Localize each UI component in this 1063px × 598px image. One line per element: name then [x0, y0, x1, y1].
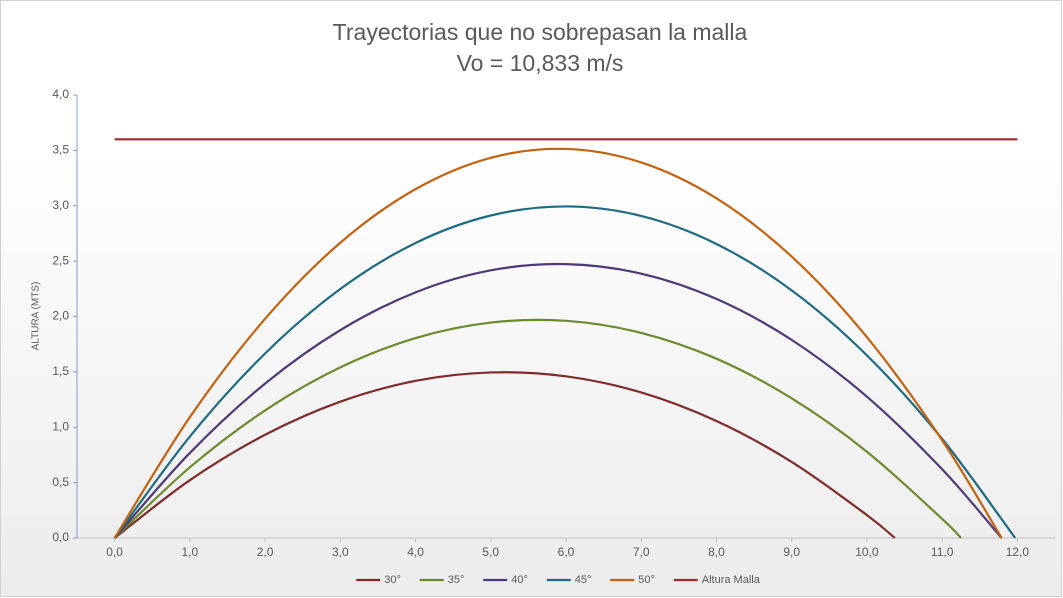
y-tick-label: 0,0 — [52, 530, 69, 544]
series-line — [113, 205, 1017, 539]
y-axis-label: ALTURA (MTS) — [31, 282, 42, 351]
y-tick-label: 2,0 — [52, 309, 69, 323]
x-tick-label: 3,0 — [332, 545, 349, 559]
y-tick-label: 3,0 — [52, 198, 69, 212]
chart-subtitle: Vo = 10,833 m/s — [457, 50, 624, 76]
chart-title: Trayectorias que no sobrepasan la malla — [333, 19, 748, 45]
x-tick-label: 2,0 — [257, 545, 274, 559]
x-tick-label: 9,0 — [783, 545, 800, 559]
x-tick-label: 1,0 — [182, 545, 199, 559]
x-tick-label: 4,0 — [407, 545, 424, 559]
y-tick-label: 3,5 — [52, 143, 69, 157]
series-line — [113, 147, 1003, 539]
y-tick-label: 1,0 — [52, 419, 69, 433]
legend-label: 40° — [511, 574, 528, 586]
legend-label: Altura Malla — [702, 574, 761, 586]
legend-label: 50° — [638, 574, 655, 586]
x-tick-label: 7,0 — [633, 545, 650, 559]
legend-label: 35° — [448, 574, 465, 586]
y-tick-label: 0,5 — [52, 475, 69, 489]
x-tick-label: 10,0 — [855, 545, 879, 559]
y-tick-label: 4,0 — [52, 87, 69, 101]
y-tick-label: 2,5 — [52, 253, 69, 267]
x-tick-label: 6,0 — [558, 545, 575, 559]
series-line — [113, 371, 896, 539]
x-tick-label: 12,0 — [1006, 545, 1030, 559]
y-tick-label: 1,5 — [52, 364, 69, 378]
x-tick-label: 8,0 — [708, 545, 725, 559]
x-tick-label: 11,0 — [931, 545, 954, 559]
x-tick-label: 0,0 — [106, 545, 123, 559]
series-line — [113, 318, 962, 539]
legend-label: 45° — [575, 574, 592, 586]
legend-label: 30° — [384, 574, 401, 586]
x-tick-label: 5,0 — [482, 545, 499, 559]
series-line — [113, 262, 1003, 539]
